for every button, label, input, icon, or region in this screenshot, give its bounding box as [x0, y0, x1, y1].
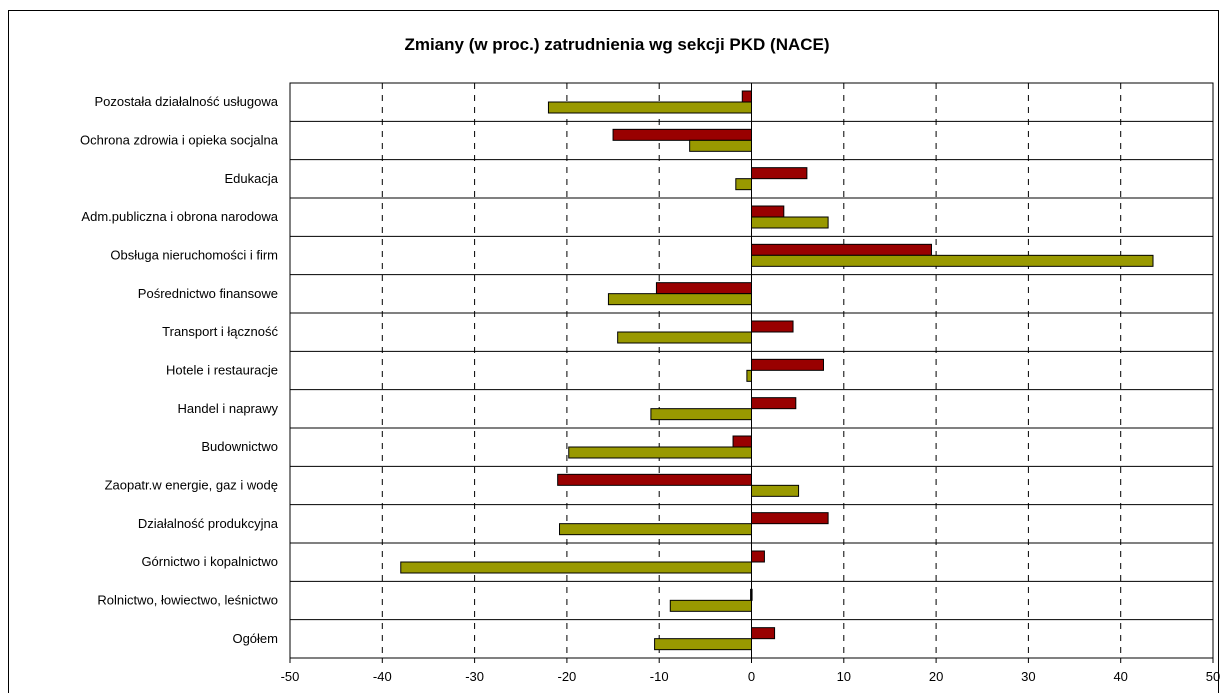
category-label: Ogółem: [232, 631, 278, 646]
bar-series-2: [547, 101, 752, 114]
bar-series-2: [751, 484, 800, 497]
bar-series-2: [751, 216, 829, 229]
x-tick-label: 50: [1206, 669, 1220, 684]
bar-series-2: [735, 178, 753, 191]
x-tick-label: 30: [1021, 669, 1035, 684]
x-tick-label: 20: [929, 669, 943, 684]
category-label: Transport i łączność: [162, 324, 278, 339]
x-tick-label: -10: [650, 669, 669, 684]
bar-series-1: [612, 128, 752, 141]
bar-series-1: [751, 205, 785, 218]
category-label: Górnictwo i kopalnictwo: [141, 554, 278, 569]
bar-series-1: [751, 550, 765, 563]
category-label: Edukacja: [225, 171, 279, 186]
x-tick-label: -50: [281, 669, 300, 684]
bar-series-2: [689, 139, 752, 152]
category-label: Handel i naprawy: [178, 401, 279, 416]
bar-series-2: [751, 254, 1154, 267]
bar-series-1: [751, 243, 932, 256]
bar-series-2: [654, 638, 753, 651]
category-label: Obsługa nieruchomości i firm: [110, 248, 278, 263]
bar-series-2: [669, 599, 752, 612]
category-label: Zaopatr.w energie, gaz i wodę: [105, 478, 278, 493]
x-tick-label: 40: [1113, 669, 1127, 684]
bar-series-1: [655, 282, 753, 295]
category-label: Działalność produkcyjna: [138, 516, 279, 531]
bar-series-1: [751, 397, 797, 410]
x-tick-label: 10: [837, 669, 851, 684]
bar-series-1: [751, 358, 824, 371]
x-tick-label: -20: [558, 669, 577, 684]
category-label: Ochrona zdrowia i opieka socjalna: [80, 133, 279, 148]
category-label: Rolnictwo, łowiectwo, leśnictwo: [97, 593, 278, 608]
bar-series-2: [607, 293, 752, 306]
bar-series-2: [559, 523, 752, 536]
category-label: Pośrednictwo finansowe: [138, 286, 278, 301]
bar-series-2: [617, 331, 752, 344]
category-label: Hotele i restauracje: [166, 363, 278, 378]
category-label: Pozostała działalność usługowa: [94, 94, 278, 109]
plot-area: Pozostała działalność usługowa Ochrona zd…: [80, 82, 1220, 684]
bar-series-1: [732, 435, 752, 448]
x-tick-label: -30: [465, 669, 484, 684]
category-label: Adm.publiczna i obrona narodowa: [81, 209, 278, 224]
bar-series-1: [751, 167, 808, 180]
chart-title: Zmiany (w proc.) zatrudnienia wg sekcji …: [404, 35, 829, 54]
bar-series-1: [751, 627, 776, 640]
bar-series-2: [746, 369, 753, 382]
bar-series-1: [741, 90, 753, 103]
bar-series-2: [400, 561, 752, 574]
x-tick-label: 0: [748, 669, 755, 684]
x-tick-label: -40: [373, 669, 392, 684]
bar-series-1: [751, 512, 829, 525]
category-label: Budownictwo: [201, 439, 278, 454]
bar-series-1: [751, 320, 794, 333]
bar-series-1: [557, 473, 752, 486]
bar-series-2: [568, 446, 752, 459]
bar-series-2: [650, 408, 753, 421]
